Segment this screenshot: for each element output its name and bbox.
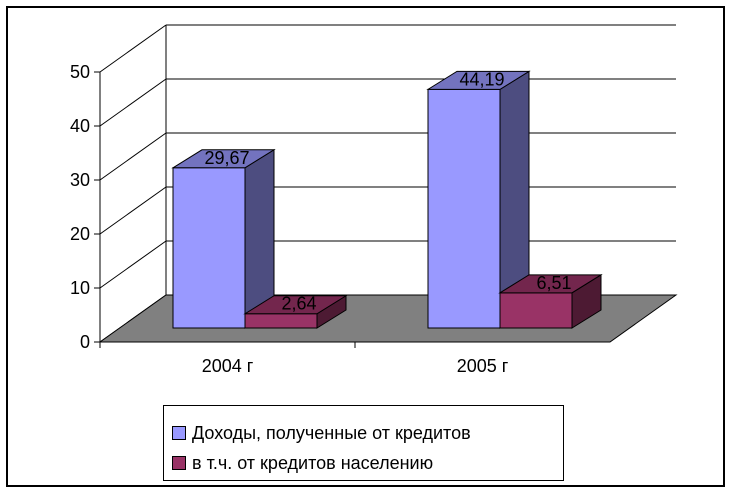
side-gridline [99, 240, 167, 289]
y-tick-label: 40 [70, 116, 90, 136]
legend-label-series-1: Доходы, полученные от кредитов [192, 422, 471, 443]
side-gridline [99, 24, 167, 73]
y-tick-label: 10 [70, 278, 90, 298]
data-label: 29,67 [204, 148, 249, 168]
legend: Доходы, полученные от кредитов в т.ч. от… [163, 405, 564, 481]
y-tick-label: 0 [80, 332, 90, 352]
bar-top [243, 295, 348, 315]
x-category-label: 2005 г [457, 356, 509, 376]
bar-top [426, 70, 531, 90]
legend-item-series-1: Доходы, полученные от кредитов [172, 420, 471, 446]
x-category-label: 2004 г [202, 356, 254, 376]
data-label: 44,19 [459, 69, 504, 89]
bar-front [427, 88, 501, 329]
bar-front [499, 292, 573, 329]
y-tick-label: 20 [70, 224, 90, 244]
y-tick-label: 50 [70, 62, 90, 82]
data-label: 6,51 [536, 273, 571, 293]
legend-swatch-series-2 [172, 456, 186, 470]
bar-top [171, 149, 276, 169]
legend-label-series-2: в т.ч. от кредитов населению [192, 452, 434, 473]
side-gridline [99, 186, 167, 235]
bar-top [498, 274, 603, 294]
bar-front [172, 167, 246, 329]
legend-swatch-series-1 [172, 426, 186, 440]
side-gridline [99, 78, 167, 127]
data-label: 2,64 [281, 294, 316, 314]
bar-front [244, 313, 318, 329]
legend-item-series-2: в т.ч. от кредитов населению [172, 450, 433, 476]
side-gridline [99, 132, 167, 181]
y-tick-label: 30 [70, 170, 90, 190]
